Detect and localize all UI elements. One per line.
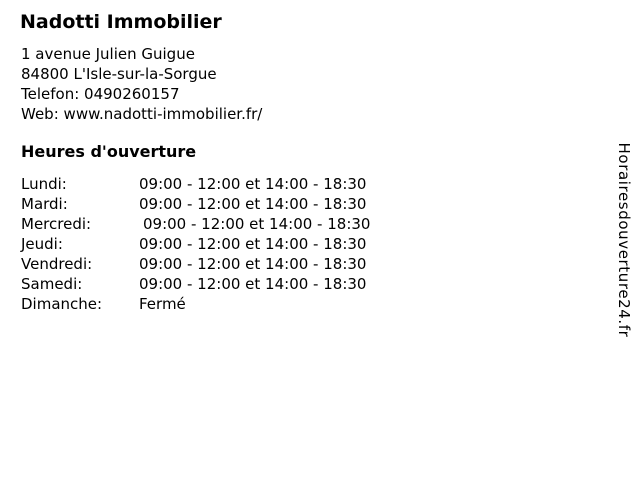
web-label: Web: [21, 105, 59, 123]
day-hours: 09:00 - 12:00 et 14:00 - 18:30 [139, 255, 367, 273]
day-hours: 09:00 - 12:00 et 14:00 - 18:30 [139, 175, 367, 193]
day-hours: 09:00 - 12:00 et 14:00 - 18:30 [139, 195, 367, 213]
web-value: www.nadotti-immobilier.fr/ [63, 105, 263, 123]
hours-row-monday: Lundi: 09:00 - 12:00 et 14:00 - 18:30 [21, 174, 370, 194]
hours-row-tuesday: Mardi: 09:00 - 12:00 et 14:00 - 18:30 [21, 194, 370, 214]
hours-row-wednesday: Mercredi: 09:00 - 12:00 et 14:00 - 18:30 [21, 214, 370, 234]
day-hours: Fermé [139, 295, 186, 313]
business-address-block: 1 avenue Julien Guigue 84800 L'Isle-sur-… [21, 44, 262, 124]
phone-label: Telefon: [21, 85, 80, 103]
day-label: Samedi: [21, 275, 83, 293]
day-hours: 09:00 - 12:00 et 14:00 - 18:30 [139, 235, 367, 253]
day-hours: 09:00 - 12:00 et 14:00 - 18:30 [139, 275, 367, 293]
address-street: 1 avenue Julien Guigue [21, 45, 195, 63]
address-city: 84800 L'Isle-sur-la-Sorgue [21, 65, 217, 83]
page-title: Nadotti Immobilier [20, 11, 222, 33]
day-label: Mercredi: [21, 215, 92, 233]
day-label: Jeudi: [21, 235, 63, 253]
day-label: Vendredi: [21, 255, 93, 273]
hours-row-sunday: Dimanche: Fermé [21, 294, 370, 314]
hours-row-friday: Vendredi: 09:00 - 12:00 et 14:00 - 18:30 [21, 254, 370, 274]
phone-line: Telefon: 0490260157 [21, 84, 262, 104]
phone-value: 0490260157 [84, 85, 180, 103]
opening-hours-heading: Heures d'ouverture [21, 142, 197, 161]
day-hours: 09:00 - 12:00 et 14:00 - 18:30 [143, 215, 371, 233]
site-watermark: Horairesdouverture24.fr [615, 142, 633, 338]
day-label: Mardi: [21, 195, 68, 213]
hours-row-thursday: Jeudi: 09:00 - 12:00 et 14:00 - 18:30 [21, 234, 370, 254]
web-line: Web: www.nadotti-immobilier.fr/ [21, 104, 262, 124]
day-label: Dimanche: [21, 295, 103, 313]
opening-hours-table: Lundi: 09:00 - 12:00 et 14:00 - 18:30 Mar… [21, 174, 370, 314]
day-label: Lundi: [21, 175, 67, 193]
hours-row-saturday: Samedi: 09:00 - 12:00 et 14:00 - 18:30 [21, 274, 370, 294]
